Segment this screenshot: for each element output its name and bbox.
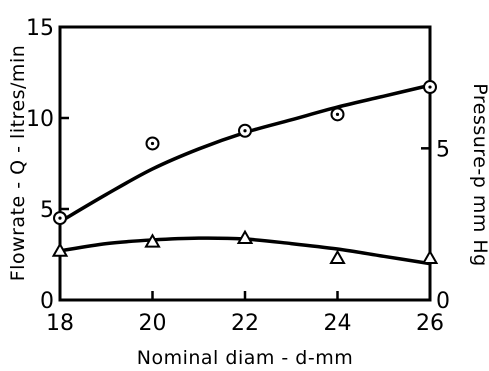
left-axis-title: Flowrate - Q - litres/min bbox=[7, 45, 29, 282]
circle-marker bbox=[423, 80, 437, 95]
x-axis-title: Nominal diam - d-mm bbox=[137, 347, 354, 369]
left-axis-ticks: 0 5 10 15 bbox=[26, 16, 69, 314]
left-tick-label: 10 bbox=[26, 107, 54, 132]
x-axis-ticks: 18 20 22 24 26 bbox=[46, 291, 444, 336]
triangle-marker bbox=[144, 233, 161, 248]
series-layer bbox=[51, 80, 439, 266]
right-tick-label: 5 bbox=[436, 137, 450, 162]
plot-area bbox=[58, 25, 432, 302]
triangle-marker bbox=[236, 229, 254, 244]
x-tick-label: 24 bbox=[324, 311, 352, 336]
x-tick-label: 26 bbox=[416, 311, 444, 336]
circle-marker bbox=[53, 211, 67, 226]
circle-marker bbox=[330, 107, 345, 122]
x-tick-label: 18 bbox=[46, 311, 74, 336]
right-axis-title: Pressure-p mm Hg bbox=[469, 83, 489, 267]
circle-marker bbox=[145, 136, 160, 151]
triangle-marker bbox=[51, 242, 69, 257]
series-1-fit-curve bbox=[58, 83, 432, 224]
right-axis-ticks: 05 bbox=[421, 137, 450, 314]
triangle-marker bbox=[329, 249, 346, 265]
x-tick-label: 22 bbox=[231, 311, 259, 336]
triangle-marker bbox=[421, 249, 439, 265]
left-tick-label: 15 bbox=[26, 16, 54, 41]
left-tick-label: 0 bbox=[40, 289, 54, 314]
left-tick-label: 5 bbox=[40, 198, 54, 223]
x-tick-label: 20 bbox=[139, 311, 167, 336]
circle-marker bbox=[238, 123, 252, 138]
right-tick-label: 0 bbox=[436, 289, 450, 314]
